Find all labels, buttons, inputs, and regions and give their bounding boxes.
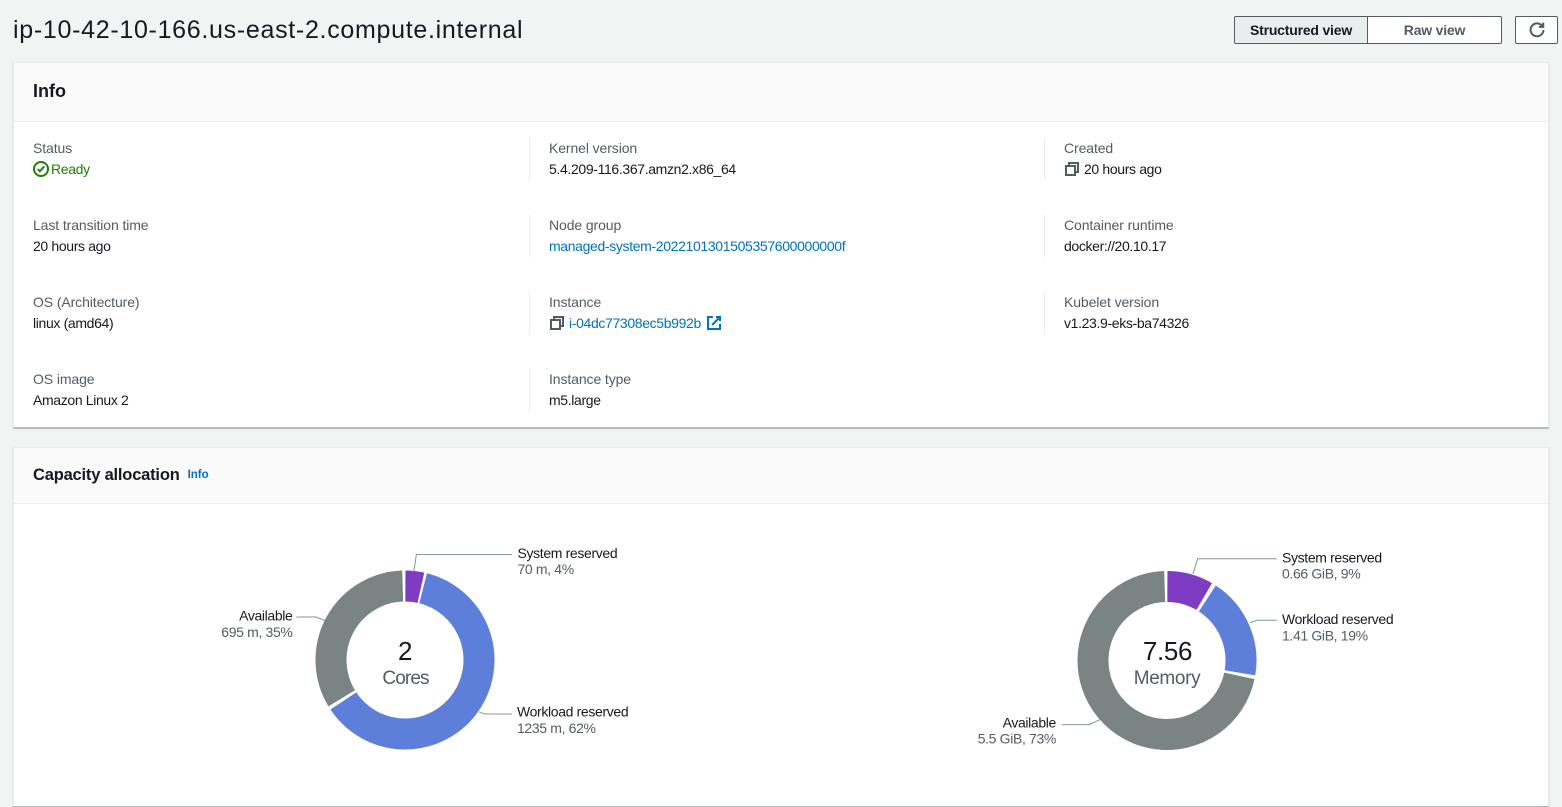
svg-text:Workload reserved: Workload reserved (1282, 611, 1393, 627)
svg-text:70 m, 4%: 70 m, 4% (518, 561, 574, 577)
svg-text:2: 2 (398, 636, 412, 666)
svg-text:695 m, 35%: 695 m, 35% (221, 624, 292, 640)
svg-text:System reserved: System reserved (518, 545, 618, 561)
svg-text:7.56: 7.56 (1143, 636, 1192, 666)
svg-text:Workload reserved: Workload reserved (517, 704, 628, 720)
svg-text:System reserved: System reserved (1282, 549, 1382, 565)
svg-text:Cores: Cores (382, 668, 429, 689)
svg-text:Memory: Memory (1134, 668, 1201, 689)
svg-text:5.5 GiB, 73%: 5.5 GiB, 73% (978, 731, 1056, 747)
svg-text:0.66 GiB, 9%: 0.66 GiB, 9% (1282, 566, 1360, 582)
svg-text:Available: Available (239, 608, 293, 624)
svg-text:1.41 GiB, 19%: 1.41 GiB, 19% (1282, 627, 1368, 643)
svg-text:Available: Available (1003, 715, 1057, 731)
svg-text:1235 m, 62%: 1235 m, 62% (517, 720, 596, 736)
